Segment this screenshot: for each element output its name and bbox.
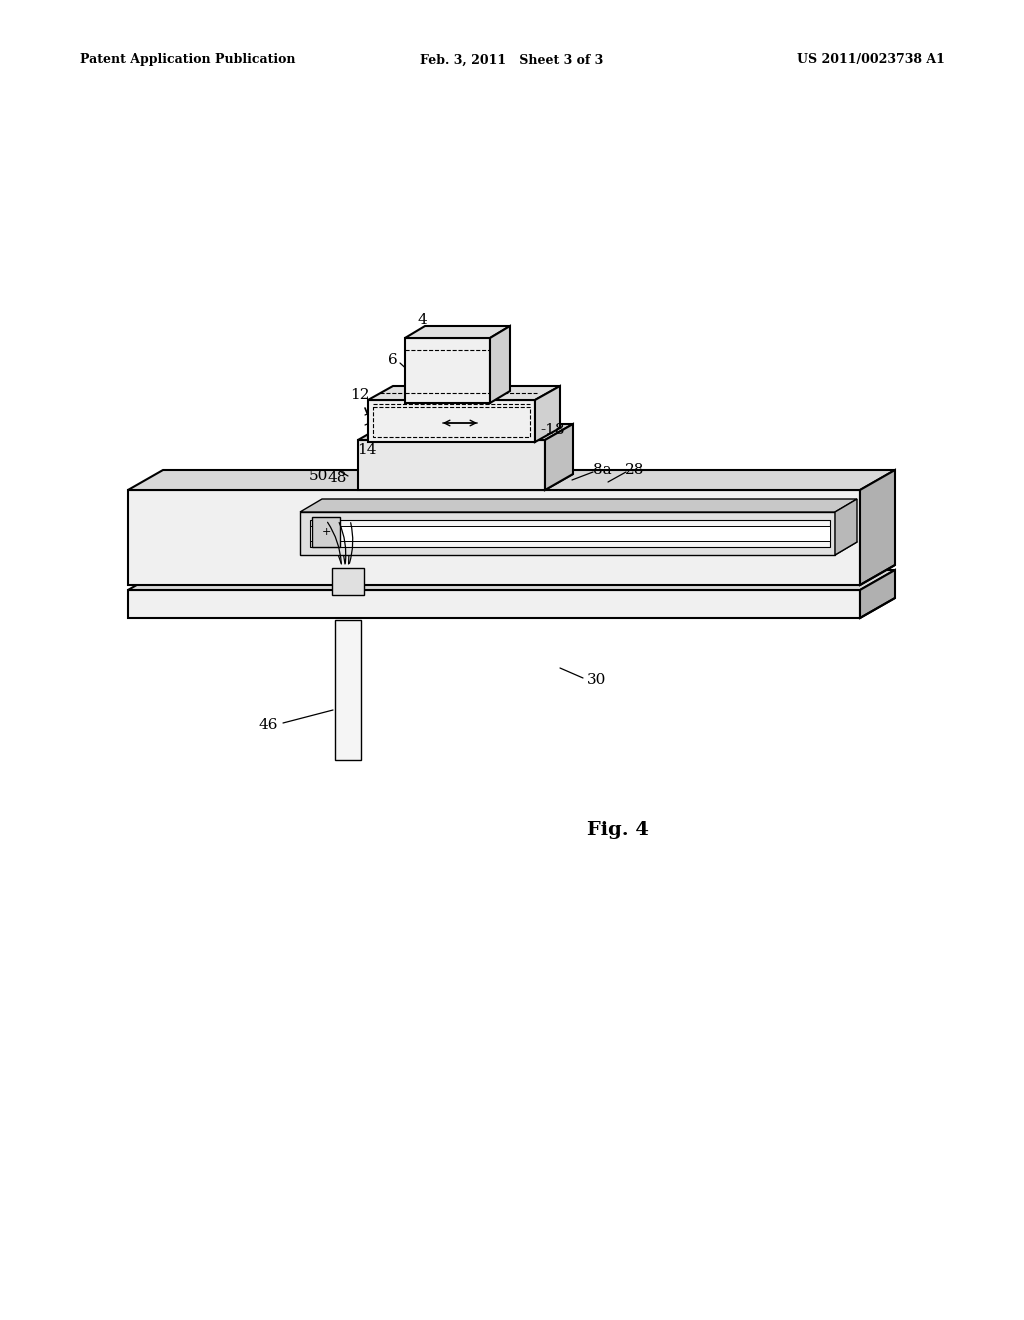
Text: 50: 50: [308, 469, 328, 483]
Polygon shape: [490, 326, 510, 403]
Text: 48: 48: [328, 471, 347, 484]
Text: 30: 30: [588, 673, 606, 686]
Polygon shape: [368, 385, 560, 400]
Polygon shape: [335, 620, 361, 760]
Polygon shape: [128, 490, 860, 585]
Text: 12: 12: [350, 388, 370, 403]
Polygon shape: [860, 470, 895, 585]
Polygon shape: [332, 568, 364, 595]
Text: 14: 14: [357, 444, 377, 457]
Polygon shape: [860, 570, 895, 618]
Polygon shape: [300, 499, 857, 512]
Text: Fig. 4: Fig. 4: [587, 821, 649, 840]
Text: Patent Application Publication: Patent Application Publication: [80, 54, 296, 66]
Polygon shape: [835, 499, 857, 554]
Polygon shape: [312, 517, 340, 546]
Polygon shape: [358, 424, 573, 440]
Polygon shape: [368, 400, 535, 442]
Polygon shape: [535, 385, 560, 442]
Polygon shape: [358, 440, 545, 490]
Text: 28: 28: [626, 463, 645, 477]
Polygon shape: [545, 424, 573, 490]
Text: Feb. 3, 2011   Sheet 3 of 3: Feb. 3, 2011 Sheet 3 of 3: [421, 54, 603, 66]
Polygon shape: [300, 512, 835, 554]
Polygon shape: [128, 590, 860, 618]
Polygon shape: [406, 326, 510, 338]
Text: +: +: [322, 527, 331, 537]
Polygon shape: [128, 470, 895, 490]
Text: -18: -18: [540, 422, 564, 437]
Text: 8a: 8a: [593, 463, 611, 477]
Polygon shape: [406, 338, 490, 403]
Polygon shape: [128, 570, 895, 590]
Text: 4: 4: [417, 313, 427, 327]
Text: US 2011/0023738 A1: US 2011/0023738 A1: [797, 54, 945, 66]
Text: 6: 6: [388, 352, 398, 367]
Polygon shape: [310, 525, 830, 541]
Polygon shape: [310, 520, 830, 546]
Text: 46: 46: [258, 718, 278, 733]
